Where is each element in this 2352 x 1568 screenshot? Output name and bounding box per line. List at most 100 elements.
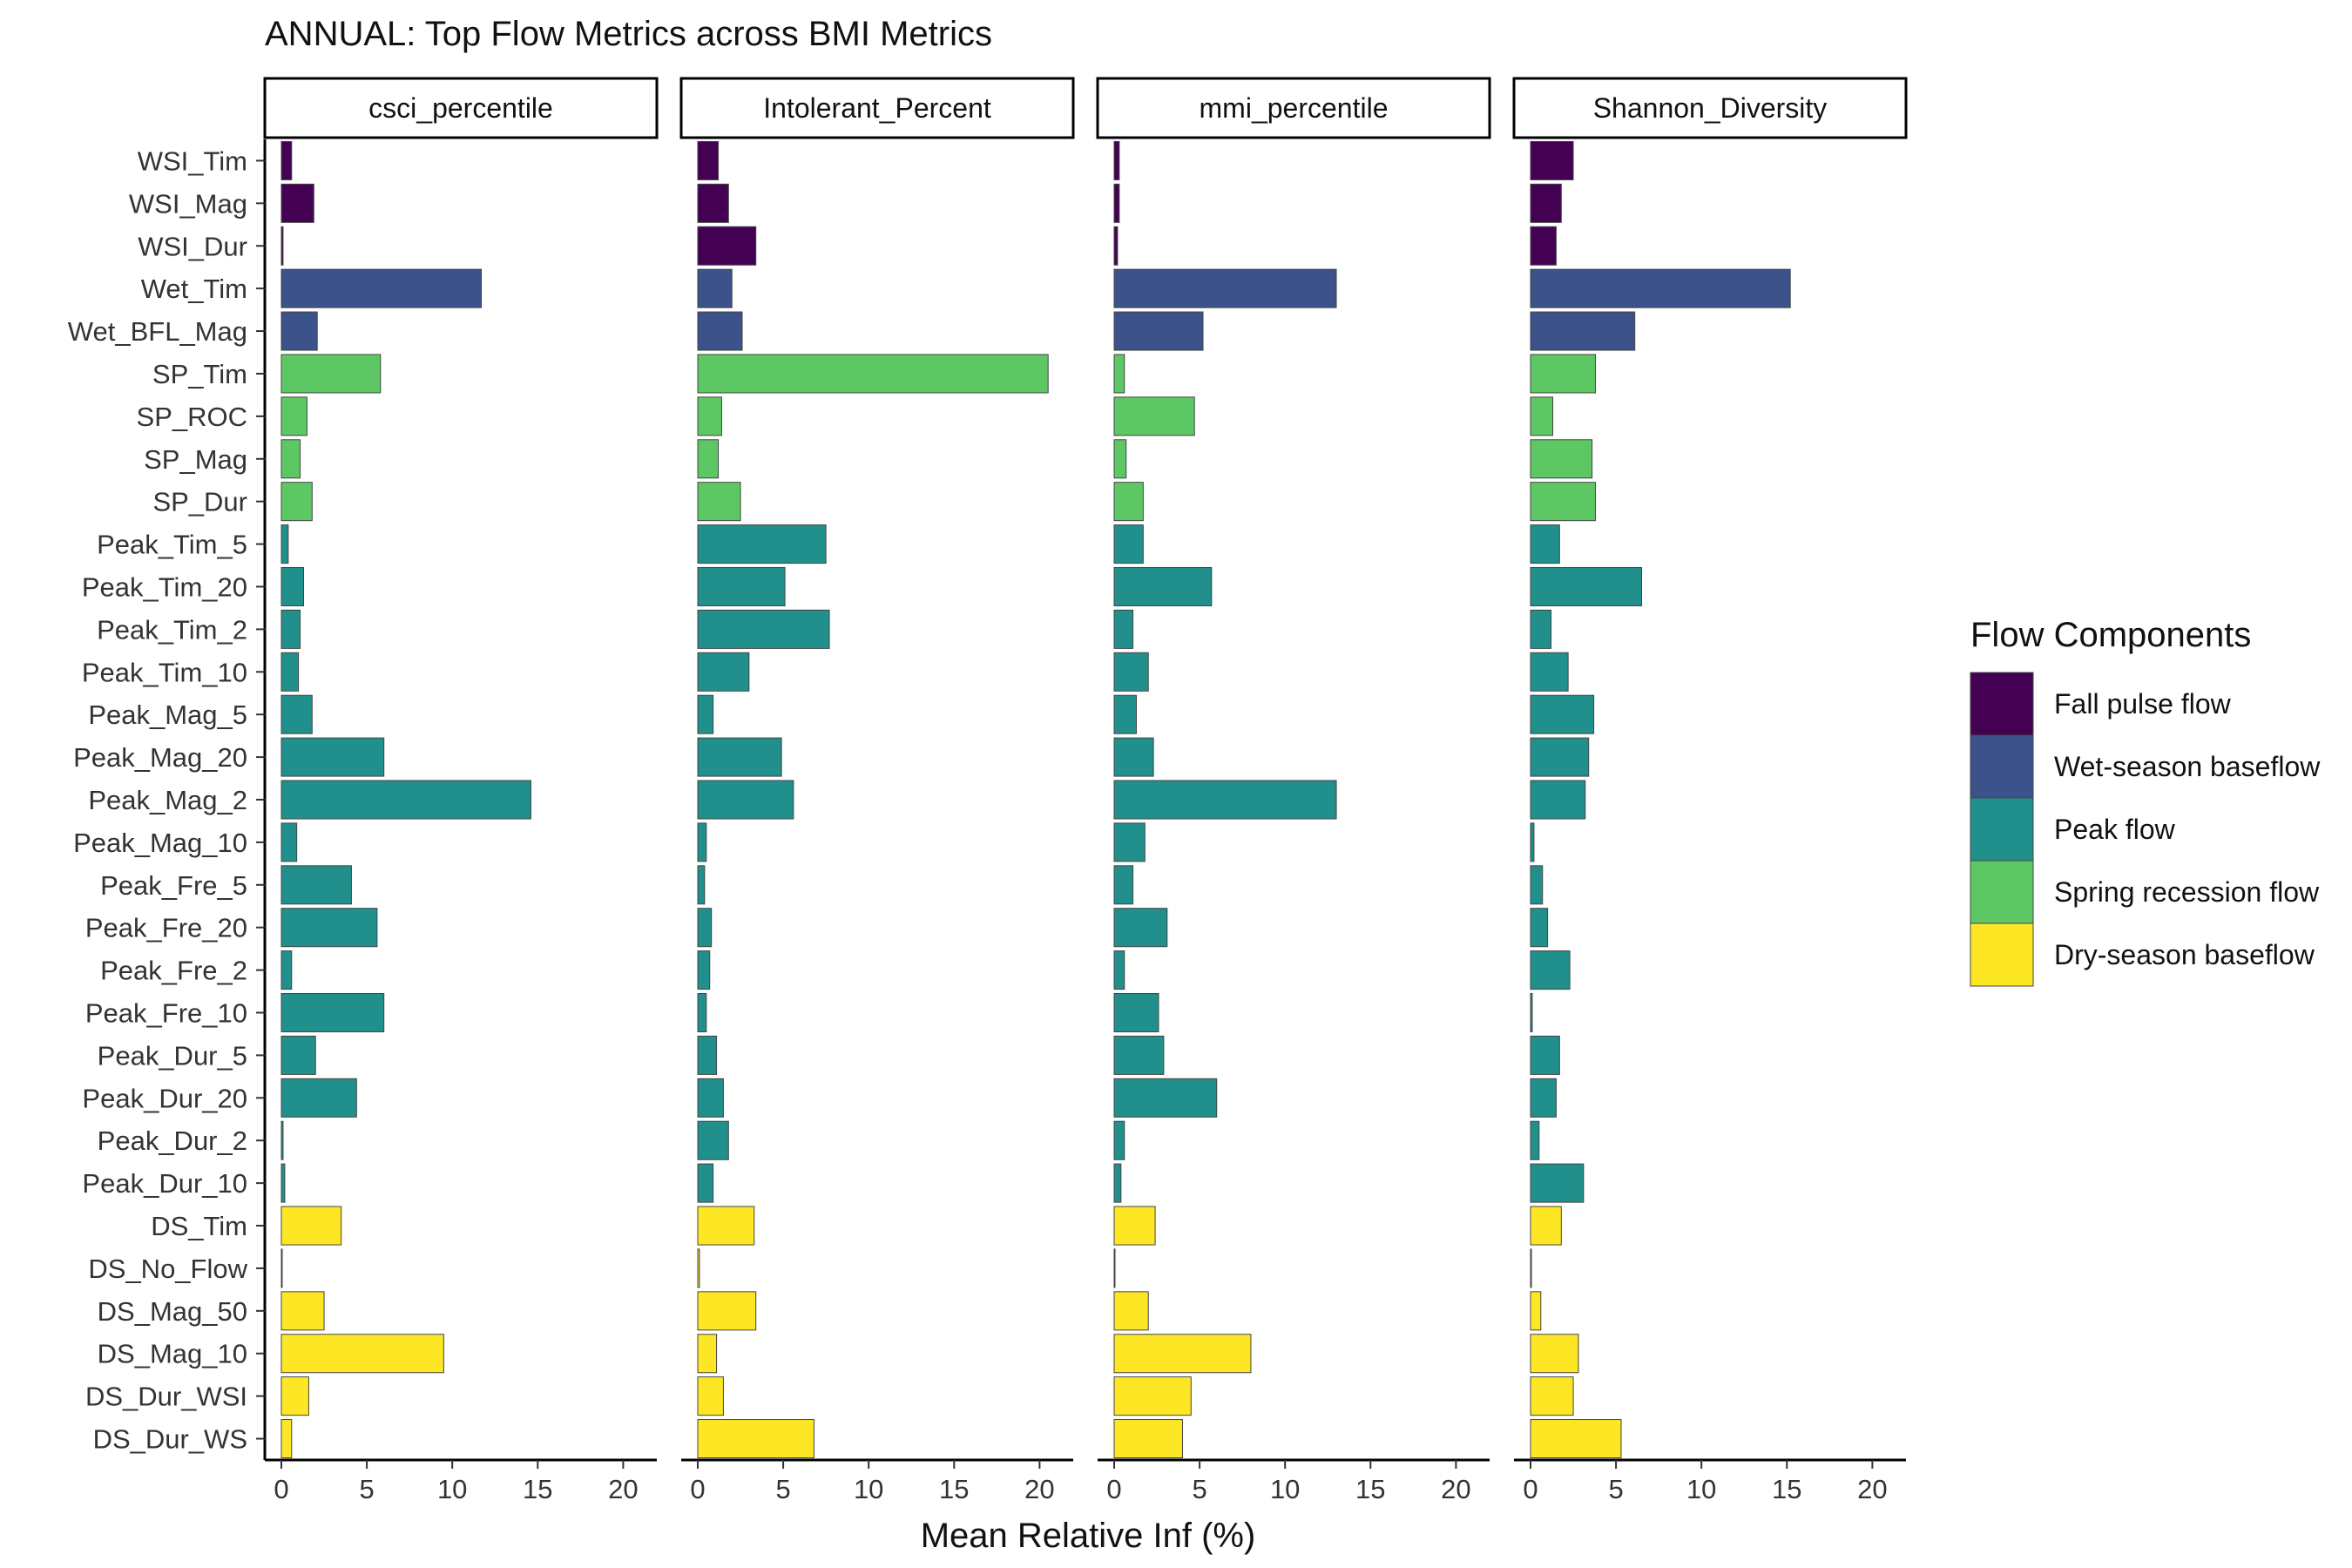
bar-shannon-diversity-peak-dur-2: [1530, 1120, 1540, 1160]
facet-strip: [263, 77, 659, 139]
bar-csci-percentile-wsi-mag: [280, 183, 314, 223]
y-axis: WSI_Tim WSI_Mag WSI_Dur Wet_Tim Wet_BFL_Mag S…: [68, 139, 267, 1460]
panel-intolerant-percent: Intolerant_Percent 0 5 10 15 20: [679, 77, 1075, 1504]
bar-shannon-diversity-ds-dur-ws: [1530, 1419, 1622, 1459]
x-tick-label: 5: [775, 1474, 790, 1504]
y-tick-label: Peak_Dur_20: [82, 1083, 247, 1113]
y-tick-label: Peak_Tim_10: [82, 657, 247, 687]
bar-mmi-percentile-ds-dur-wsi: [1113, 1376, 1192, 1416]
x-tick-label: 5: [1608, 1474, 1623, 1504]
x-tick-label: 20: [1024, 1474, 1054, 1504]
legend-item-wet-season-baseflow: Wet-season baseflow: [1970, 734, 2321, 799]
bar-csci-percentile-wsi-tim: [280, 140, 293, 180]
bar-shannon-diversity-peak-dur-20: [1530, 1078, 1557, 1118]
bar-csci-percentile-peak-fre-10: [280, 993, 385, 1033]
bar-shannon-diversity-peak-tim-2: [1530, 609, 1552, 649]
bar-intolerant-percent-wsi-dur: [697, 226, 757, 266]
legend-swatch: [1970, 734, 2034, 799]
bar-intolerant-percent-peak-mag-10: [697, 822, 707, 862]
facet-strip-label: mmi_percentile: [1200, 92, 1389, 124]
bar-mmi-percentile-ds-dur-ws: [1113, 1419, 1183, 1459]
x-tick-label: 15: [523, 1474, 552, 1504]
y-tick-label: DS_Mag_50: [98, 1296, 247, 1327]
facet-strip-label: Shannon_Diversity: [1593, 92, 1828, 124]
bar-csci-percentile-sp-tim: [280, 354, 382, 394]
legend-swatch: [1970, 923, 2034, 987]
y-tick-label: WSI_Mag: [129, 188, 247, 219]
legend-item-dry-season-baseflow: Dry-season baseflow: [1970, 923, 2315, 987]
bar-csci-percentile-ds-mag-50: [280, 1291, 325, 1331]
legend: Flow Components Fall pulse flow Wet-seaso…: [1970, 616, 2321, 987]
x-axis-label: Mean Relative Inf (%): [921, 1517, 1256, 1555]
bar-shannon-diversity-peak-mag-5: [1530, 694, 1595, 734]
bar-shannon-diversity-ds-mag-50: [1530, 1291, 1542, 1331]
bar-mmi-percentile-ds-mag-10: [1113, 1334, 1252, 1374]
bar-csci-percentile-sp-dur: [280, 482, 313, 522]
bar-mmi-percentile-ds-no-flow: [1113, 1248, 1116, 1288]
bar-shannon-diversity-peak-dur-10: [1530, 1163, 1585, 1203]
bar-shannon-diversity-sp-mag: [1530, 439, 1593, 479]
y-tick-label: SP_Dur: [152, 487, 247, 517]
bar-csci-percentile-wet-tim: [280, 268, 483, 308]
bar-csci-percentile-sp-roc: [280, 396, 308, 436]
bar-shannon-diversity-wet-tim: [1530, 268, 1791, 308]
bar-mmi-percentile-wet-tim: [1113, 268, 1337, 308]
legend-label: Fall pulse flow: [2054, 688, 2232, 720]
bar-intolerant-percent-peak-tim-5: [697, 524, 827, 564]
bar-shannon-diversity-sp-roc: [1530, 396, 1554, 436]
bar-csci-percentile-ds-mag-10: [280, 1334, 444, 1374]
bar-csci-percentile-peak-dur-20: [280, 1078, 357, 1118]
bar-mmi-percentile-sp-roc: [1113, 396, 1195, 436]
y-tick-label: Wet_Tim: [141, 274, 247, 304]
bar-mmi-percentile-peak-fre-5: [1113, 865, 1134, 905]
bar-mmi-percentile-peak-fre-20: [1113, 908, 1168, 948]
bar-csci-percentile-ds-no-flow: [280, 1248, 283, 1288]
bar-csci-percentile-wsi-dur: [280, 226, 284, 266]
bar-shannon-diversity-wsi-tim: [1530, 140, 1574, 180]
y-tick-label: Peak_Dur_10: [82, 1168, 247, 1199]
x-tick-label: 15: [1355, 1474, 1385, 1504]
x-tick-label: 10: [1270, 1474, 1300, 1504]
bar-mmi-percentile-ds-tim: [1113, 1206, 1156, 1246]
y-tick-label: DS_No_Flow: [88, 1254, 247, 1284]
legend-label: Spring recession flow: [2054, 876, 2320, 908]
bar-mmi-percentile-sp-dur: [1113, 482, 1144, 522]
bar-shannon-diversity-wsi-mag: [1530, 183, 1562, 223]
y-tick-label: Peak_Mag_2: [88, 785, 247, 815]
bar-intolerant-percent-sp-roc: [697, 396, 722, 436]
bar-intolerant-percent-wet-bfl-mag: [697, 311, 743, 351]
bar-intolerant-percent-peak-tim-10: [697, 652, 750, 692]
bar-mmi-percentile-wsi-tim: [1113, 140, 1120, 180]
y-tick-label: Peak_Dur_5: [98, 1040, 247, 1071]
facet-strip: [1512, 77, 1908, 139]
bar-shannon-diversity-peak-mag-10: [1530, 822, 1535, 862]
y-tick-label: WSI_Dur: [138, 231, 247, 261]
y-tick-label: SP_Tim: [152, 359, 247, 389]
x-tick-label: 0: [690, 1474, 705, 1504]
chart-title: ANNUAL: Top Flow Metrics across BMI Metr…: [265, 15, 992, 53]
bar-mmi-percentile-wsi-dur: [1113, 226, 1119, 266]
bar-csci-percentile-ds-dur-wsi: [280, 1376, 309, 1416]
bar-shannon-diversity-peak-tim-10: [1530, 652, 1569, 692]
legend-item-peak-flow: Peak flow: [1970, 797, 2176, 862]
y-tick-label: WSI_Tim: [138, 145, 247, 176]
x-tick-label: 10: [437, 1474, 467, 1504]
y-tick-label: Peak_Dur_2: [98, 1125, 247, 1156]
x-tick-label: 10: [854, 1474, 883, 1504]
bar-shannon-diversity-peak-dur-5: [1530, 1035, 1560, 1075]
bar-shannon-diversity-ds-dur-wsi: [1530, 1376, 1574, 1416]
facet-strip-label: csci_percentile: [368, 92, 553, 124]
legend-swatch: [1970, 672, 2034, 736]
bar-mmi-percentile-sp-mag: [1113, 439, 1127, 479]
bar-csci-percentile-peak-fre-20: [280, 908, 378, 948]
y-tick-label: Peak_Fre_20: [85, 913, 247, 943]
bar-intolerant-percent-peak-tim-2: [697, 609, 830, 649]
x-tick-label: 5: [359, 1474, 374, 1504]
bar-shannon-diversity-sp-tim: [1530, 354, 1597, 394]
y-tick-label: Peak_Fre_5: [100, 870, 247, 901]
panel-csci-percentile: csci_percentile 0 5 10 15 20: [263, 77, 659, 1504]
bar-mmi-percentile-wet-bfl-mag: [1113, 311, 1204, 351]
bar-mmi-percentile-peak-mag-20: [1113, 737, 1154, 777]
bar-csci-percentile-peak-tim-20: [280, 566, 305, 606]
